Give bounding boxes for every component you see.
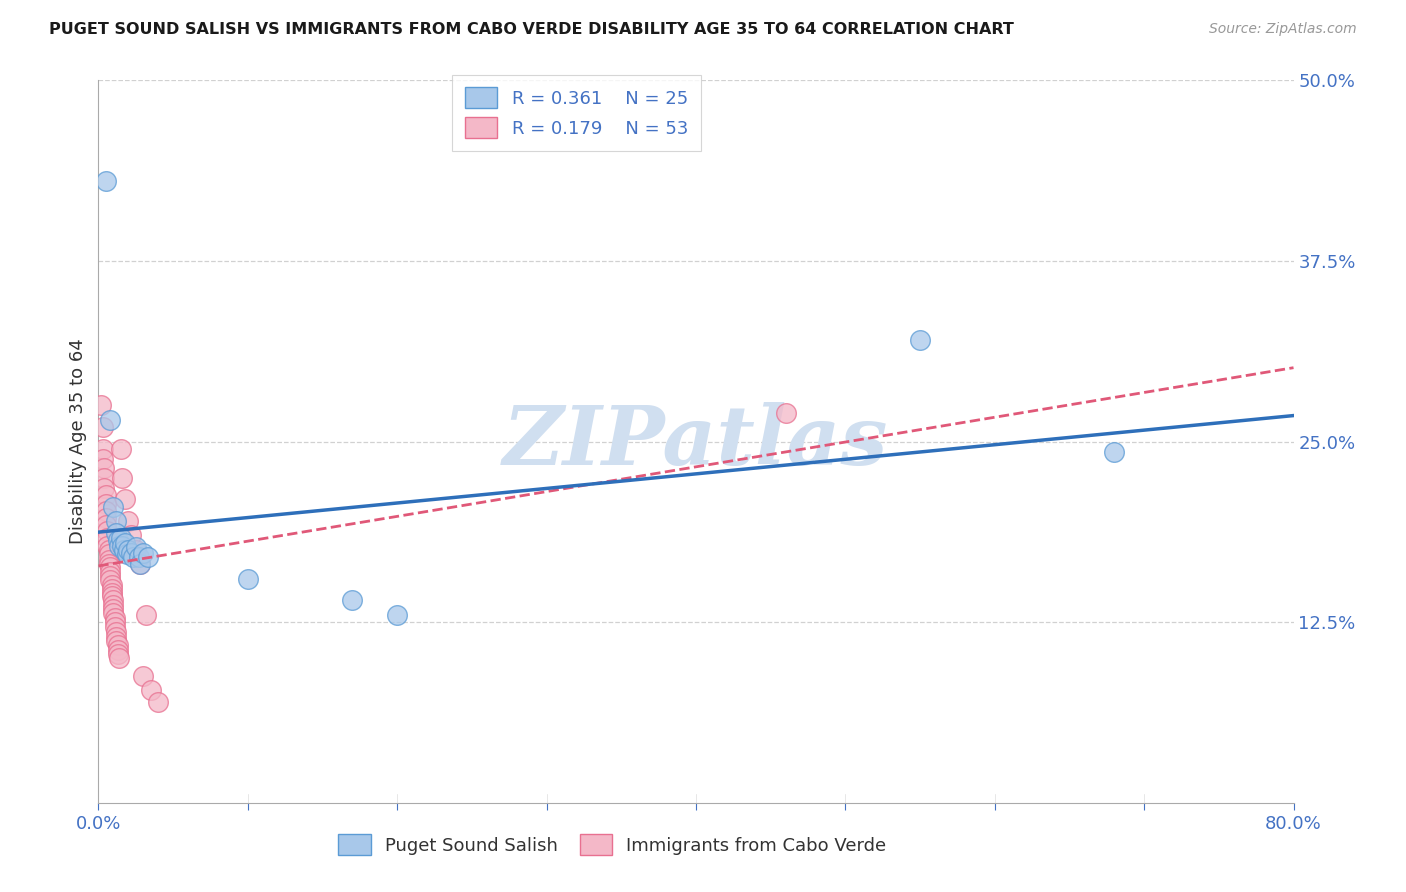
- Point: [101, 582, 124, 596]
- Point: [96, 532, 118, 546]
- Point: [120, 546, 142, 560]
- Point: [103, 602, 125, 616]
- Point: [1104, 444, 1126, 458]
- Point: [90, 398, 112, 412]
- Point: [101, 586, 124, 600]
- Point: [110, 442, 132, 456]
- Point: [94, 497, 117, 511]
- Point: [94, 511, 117, 525]
- Y-axis label: Disability Age 35 to 64: Disability Age 35 to 64: [69, 339, 87, 544]
- Point: [117, 542, 139, 557]
- Point: [91, 420, 114, 434]
- Point: [112, 542, 135, 557]
- Point: [108, 651, 131, 665]
- Point: [125, 542, 148, 557]
- Point: [97, 553, 120, 567]
- Point: [125, 540, 148, 554]
- Point: [94, 174, 117, 188]
- Text: PUGET SOUND SALISH VS IMMIGRANTS FROM CABO VERDE DISABILITY AGE 35 TO 64 CORRELA: PUGET SOUND SALISH VS IMMIGRANTS FROM CA…: [49, 22, 1014, 37]
- Point: [342, 593, 364, 607]
- Point: [108, 539, 131, 553]
- Point: [110, 532, 132, 546]
- Point: [135, 607, 157, 622]
- Point: [114, 492, 136, 507]
- Point: [105, 625, 128, 640]
- Point: [96, 539, 118, 553]
- Point: [104, 615, 127, 630]
- Point: [105, 630, 128, 644]
- Point: [236, 572, 259, 586]
- Point: [97, 542, 120, 557]
- Point: [91, 451, 114, 466]
- Point: [105, 514, 128, 528]
- Point: [98, 574, 122, 588]
- Point: [114, 535, 136, 549]
- Point: [103, 607, 125, 621]
- Point: [91, 442, 114, 456]
- Point: [128, 550, 150, 565]
- Point: [111, 470, 134, 484]
- Point: [136, 550, 159, 565]
- Point: [103, 598, 125, 612]
- Point: [132, 668, 155, 682]
- Point: [121, 550, 143, 565]
- Point: [139, 683, 162, 698]
- Point: [94, 504, 117, 518]
- Point: [148, 695, 170, 709]
- Point: [98, 560, 122, 574]
- Point: [107, 533, 129, 547]
- Point: [98, 565, 122, 579]
- Point: [93, 460, 115, 475]
- Text: Source: ZipAtlas.com: Source: ZipAtlas.com: [1209, 22, 1357, 37]
- Point: [115, 547, 138, 561]
- Point: [129, 558, 152, 572]
- Point: [93, 481, 115, 495]
- Point: [775, 406, 797, 420]
- Point: [120, 528, 142, 542]
- Point: [117, 514, 139, 528]
- Point: [98, 569, 122, 583]
- Point: [101, 589, 124, 603]
- Point: [94, 518, 117, 533]
- Point: [385, 607, 409, 622]
- Point: [103, 500, 125, 514]
- Point: [132, 546, 155, 560]
- Point: [105, 525, 128, 540]
- Point: [129, 558, 152, 572]
- Point: [104, 611, 127, 625]
- Point: [96, 524, 118, 538]
- Point: [103, 593, 125, 607]
- Point: [107, 638, 129, 652]
- Point: [94, 488, 117, 502]
- Point: [101, 577, 124, 591]
- Point: [97, 558, 120, 572]
- Point: [908, 334, 931, 348]
- Point: [104, 619, 127, 633]
- Point: [107, 642, 129, 657]
- Point: [105, 634, 128, 648]
- Point: [98, 413, 122, 427]
- Point: [93, 470, 115, 484]
- Legend: Puget Sound Salish, Immigrants from Cabo Verde: Puget Sound Salish, Immigrants from Cabo…: [330, 827, 894, 863]
- Point: [107, 647, 129, 661]
- Text: ZIPatlas: ZIPatlas: [503, 401, 889, 482]
- Point: [111, 539, 134, 553]
- Point: [97, 547, 120, 561]
